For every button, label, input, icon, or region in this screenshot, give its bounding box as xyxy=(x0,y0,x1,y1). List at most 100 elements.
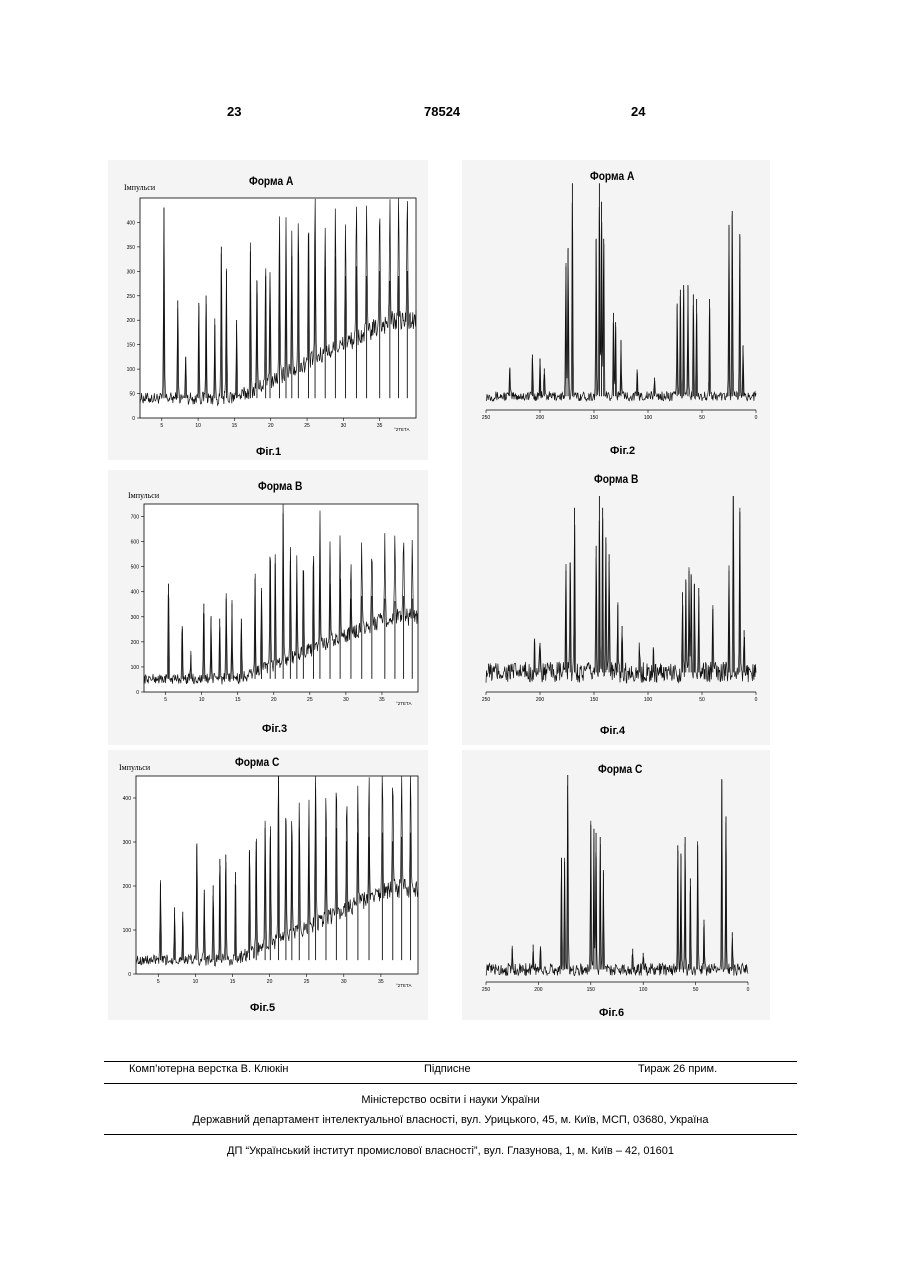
y-tick-label: 300 xyxy=(123,840,132,846)
x-axis-unit: °2TETA xyxy=(394,427,409,432)
x-tick-label: 250 xyxy=(482,987,491,993)
x-tick-label: 25 xyxy=(307,697,313,703)
chart-title: Форма А xyxy=(249,174,293,188)
x-tick-label: 50 xyxy=(699,415,705,421)
x-tick-label: 250 xyxy=(482,415,491,421)
x-tick-label: 10 xyxy=(195,423,201,429)
x-tick-label: 25 xyxy=(304,979,310,985)
x-tick-label: 15 xyxy=(230,979,236,985)
y-tick-label: 300 xyxy=(131,615,140,621)
x-tick-label: 150 xyxy=(590,415,599,421)
plot-frame xyxy=(136,776,418,974)
figure-caption: Фіг.4 xyxy=(600,725,625,737)
nmr-plot-form-c: 250 200 150 100 50 0 xyxy=(462,750,770,1020)
circulation: Тираж 26 прим. xyxy=(638,1063,717,1075)
chart-title: Форма В xyxy=(594,472,638,486)
y-tick-label: 700 xyxy=(131,515,140,521)
nmr-panel-form-a: 250200150100500 Форма А Фіг.2 xyxy=(462,160,770,460)
nmr-plot-form-b: 250 200 150 100 50 0 xyxy=(462,460,770,745)
y-tick-label: 100 xyxy=(131,665,140,671)
y-tick-label: 0 xyxy=(128,972,131,978)
x-tick-label: 250 xyxy=(482,697,491,703)
y-tick-label: 600 xyxy=(131,540,140,546)
x-tick-label: 200 xyxy=(536,697,545,703)
xrd-plot-form-b: 0100200300400500600700°2TETA510152025303… xyxy=(108,470,428,745)
department-line: Державний департамент інтелектуальної вл… xyxy=(104,1114,797,1126)
xrd-panel-form-c: 0 100 200 300 400 °2TETA 5 10 15 20 25 30 35 Форма С… xyxy=(108,750,428,1020)
footer-rule-top xyxy=(104,1061,797,1062)
y-tick-label: 250 xyxy=(127,294,136,300)
nmr-panel-form-c: 250 200 150 100 50 0 Форма С Фіг.6 xyxy=(462,750,770,1020)
typesetting-credit: Комп’ютерна верстка В. Клюкін xyxy=(129,1063,288,1075)
x-tick-label: 20 xyxy=(267,979,273,985)
nmr-panel-form-b: 250 200 150 100 50 0 Форма В Фіг.4 xyxy=(462,460,770,745)
x-tick-label: 0 xyxy=(747,987,750,993)
ministry-line: Міністерство освіти і науки України xyxy=(104,1094,797,1106)
x-tick-label: 50 xyxy=(693,987,699,993)
patent-number: 78524 xyxy=(424,104,460,119)
x-axis-unit: °2TETA xyxy=(396,983,411,988)
x-tick-label: 35 xyxy=(378,979,384,985)
x-tick-label: 0 xyxy=(755,415,758,421)
x-axis-unit: °2TETA xyxy=(396,701,411,706)
figure-caption: Фіг.1 xyxy=(256,446,281,458)
y-tick-label: 150 xyxy=(127,343,136,349)
footer-rule-bottom xyxy=(104,1134,797,1135)
y-tick-label: 200 xyxy=(123,884,132,890)
chart-title: Форма С xyxy=(235,755,279,769)
x-tick-label: 50 xyxy=(699,697,705,703)
xrd-panel-form-a: 050100150200250300350400°2TETA5101520253… xyxy=(108,160,428,460)
subscription-note: Підписне xyxy=(424,1063,471,1075)
figure-caption: Фіг.2 xyxy=(610,445,635,457)
x-tick-label: 35 xyxy=(379,697,385,703)
x-tick-label: 5 xyxy=(157,979,160,985)
figure-caption: Фіг.3 xyxy=(262,723,287,735)
y-tick-label: 200 xyxy=(127,318,136,324)
x-tick-label: 200 xyxy=(536,415,545,421)
y-tick-label: 300 xyxy=(127,269,136,275)
x-tick-label: 30 xyxy=(343,697,349,703)
x-tick-label: 20 xyxy=(271,697,277,703)
x-tick-label: 0 xyxy=(755,697,758,703)
nmr-plot-form-a: 250200150100500 xyxy=(462,160,770,460)
page-number-right: 24 xyxy=(631,104,645,119)
y-tick-label: 200 xyxy=(131,640,140,646)
x-tick-label: 150 xyxy=(587,987,596,993)
y-tick-label: 350 xyxy=(127,245,136,251)
y-tick-label: 50 xyxy=(129,392,135,398)
footer-rule-middle xyxy=(104,1083,797,1084)
x-tick-label: 25 xyxy=(304,423,310,429)
xrd-plot-form-a: 050100150200250300350400°2TETA5101520253… xyxy=(108,160,428,460)
figure-caption: Фіг.6 xyxy=(599,1007,624,1019)
chart-title: Форма В xyxy=(258,479,302,493)
xrd-plot-form-c: 0 100 200 300 400 °2TETA 5 10 15 20 25 30 35 xyxy=(108,750,428,1020)
y-axis-label: Імпульси xyxy=(124,183,155,192)
x-tick-label: 20 xyxy=(268,423,274,429)
x-tick-label: 5 xyxy=(164,697,167,703)
signal-trace xyxy=(486,496,756,683)
y-tick-label: 100 xyxy=(127,367,136,373)
x-tick-label: 30 xyxy=(341,423,347,429)
y-tick-label: 0 xyxy=(132,416,135,422)
x-tick-label: 150 xyxy=(590,697,599,703)
y-tick-label: 400 xyxy=(123,796,132,802)
x-tick-label: 10 xyxy=(193,979,199,985)
y-axis-label: Імпульси xyxy=(128,491,159,500)
x-tick-label: 30 xyxy=(341,979,347,985)
plot-frame xyxy=(140,198,416,418)
xrd-panel-form-b: 0100200300400500600700°2TETA510152025303… xyxy=(108,470,428,745)
y-tick-label: 100 xyxy=(123,928,132,934)
x-tick-label: 35 xyxy=(377,423,383,429)
x-tick-label: 10 xyxy=(199,697,205,703)
chart-title: Форма С xyxy=(598,762,642,776)
x-tick-label: 15 xyxy=(232,423,238,429)
x-tick-label: 100 xyxy=(639,987,648,993)
y-tick-label: 0 xyxy=(136,690,139,696)
y-tick-label: 400 xyxy=(131,590,140,596)
x-tick-label: 100 xyxy=(644,697,653,703)
y-tick-label: 400 xyxy=(127,220,136,226)
page-number-left: 23 xyxy=(227,104,241,119)
chart-title: Форма А xyxy=(590,169,634,183)
x-tick-label: 200 xyxy=(534,987,543,993)
signal-trace xyxy=(486,781,748,976)
